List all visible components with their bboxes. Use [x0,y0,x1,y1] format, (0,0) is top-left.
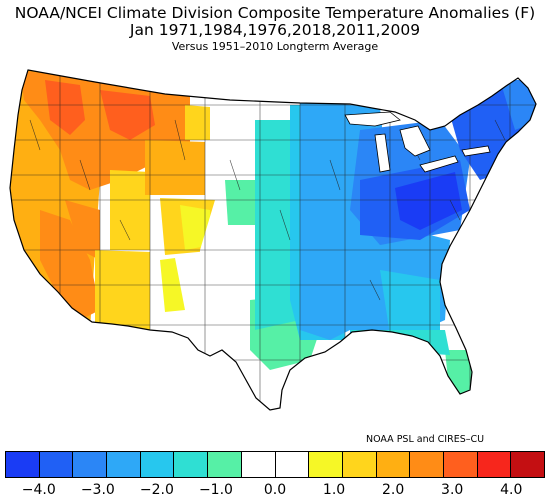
region-wyoming [145,140,205,195]
region-plains-neutral [200,100,260,410]
colorbar-cell [477,452,512,477]
colorbar-tick-label: −1.0 [198,482,233,498]
colorbar-tick-labels: −4.0 −3.0 −2.0 −1.0 0.0 1.0 2.0 3.0 4.0 [0,482,550,500]
colorbar-tick-label: −3.0 [80,482,115,498]
colorbar-cell [511,452,544,477]
region-southern-california [40,210,100,320]
colorbar-cell [342,452,377,477]
great-lakes-water [344,111,491,173]
colorbar-tick-label: −2.0 [139,482,174,498]
colorbar-cell [107,452,141,477]
colorbar-cell [140,452,175,477]
region-southeast-light [380,270,440,335]
colorbar-cell [241,452,276,477]
region-montana-east [185,105,210,140]
region-idaho-montana-hot [45,80,85,135]
region-central-plains-green [225,180,262,225]
colorbar-tick-label: 4.0 [500,482,523,498]
reference-note: Versus 1951–2010 Longterm Average [171,40,379,53]
region-florida [445,350,475,400]
colorbar-tick-label: 1.0 [322,482,346,498]
colorbar-cell [208,452,242,477]
colorbar-cell [174,452,209,477]
region-nevada [65,200,100,260]
region-ohio-deep [395,172,462,230]
region-utah [110,170,150,250]
colorbar-cell [6,452,40,477]
colorbar-tick-label: 0.0 [263,482,287,498]
us-outline [9,69,537,411]
colorbar-tick-label: 3.0 [441,482,464,498]
colorbar-cell [39,452,74,477]
region-montana-hot [100,90,155,140]
colorbar-cell [443,452,478,477]
colorbar-cell [376,452,411,477]
data-credit: NOAA PSL and CIRES–CU [366,434,485,445]
colorbar-cell [309,452,343,477]
region-arizona [95,250,150,330]
figure-title: NOAA/NCEI Climate Division Composite Tem… [14,4,536,22]
colorbar-cell [73,452,108,477]
figure-subtitle: Jan 1971,1984,1976,2018,2011,2009 [129,21,421,39]
colorbar [5,451,545,478]
colorbar-cell [275,452,310,477]
us-climate-division-map [9,69,537,411]
colorbar-tick-label: 2.0 [381,482,405,498]
region-plains-teal [255,120,300,330]
colorbar-tick-label: −4.0 [21,482,56,498]
colorbar-cell [410,452,444,477]
